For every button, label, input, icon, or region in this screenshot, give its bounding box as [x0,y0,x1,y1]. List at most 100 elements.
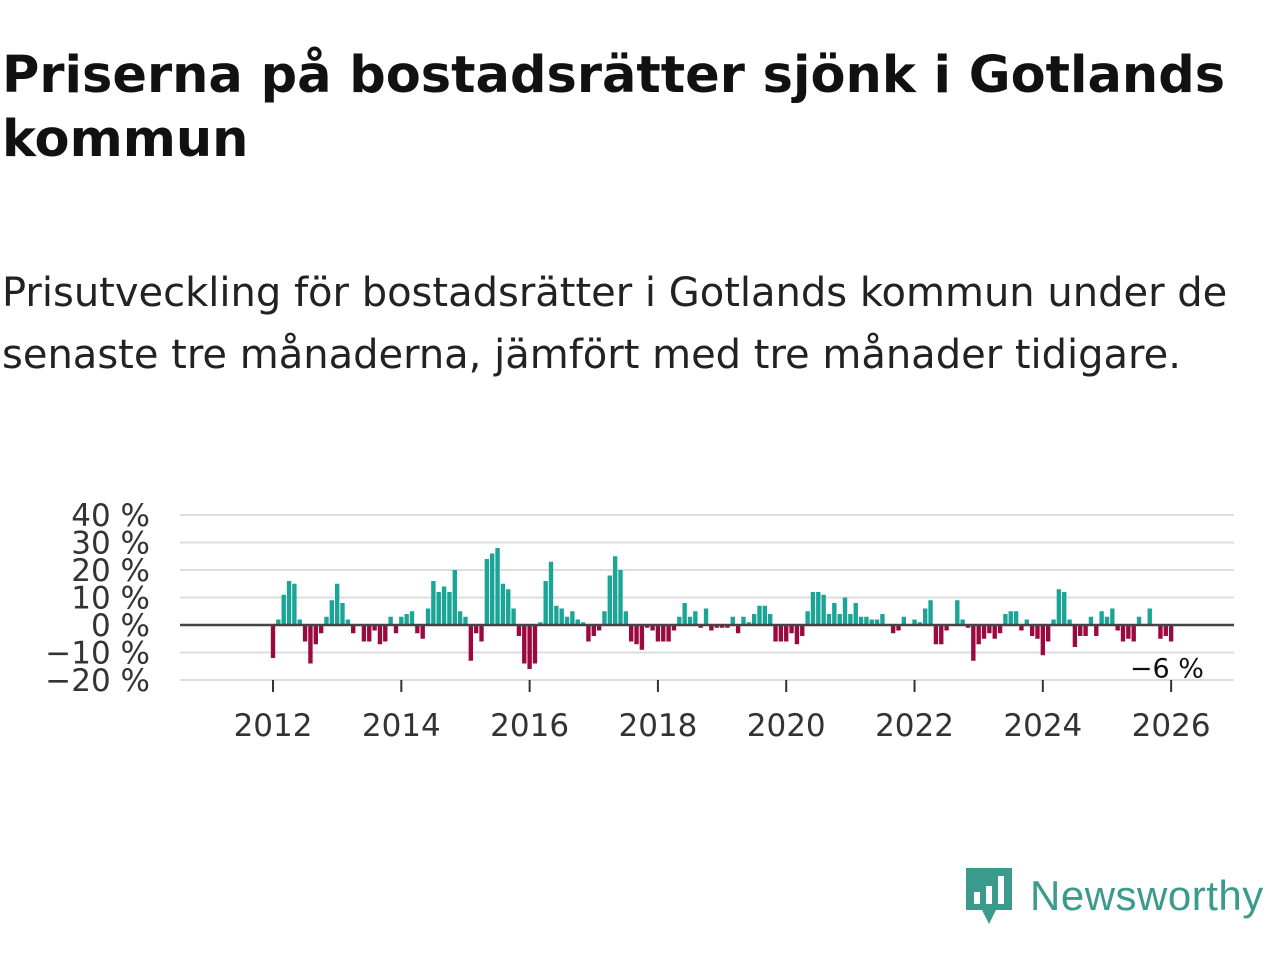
bar [987,625,992,634]
bar [1013,611,1019,625]
y-tick-label: 30 % [71,526,150,562]
bar [463,616,468,625]
bar [372,625,377,631]
bar [1136,616,1142,625]
bar [607,575,612,625]
x-tick-label: 2016 [490,708,569,744]
bar [1072,625,1078,647]
bar [923,608,928,625]
bar [762,605,768,625]
bar [810,592,816,625]
bar [591,625,596,636]
bar [746,622,751,625]
bar [318,625,324,634]
bar [1056,589,1062,625]
bar [1051,619,1056,625]
bar [976,625,981,645]
bar [623,611,629,625]
bar [661,625,666,642]
bar [1067,619,1072,625]
bar [479,625,484,642]
bar [506,589,511,625]
bar [308,625,313,664]
bar [602,611,607,625]
bar [1126,625,1131,639]
bar [548,561,554,625]
bar [596,625,602,631]
bar [800,625,805,636]
bar [965,625,971,628]
bar [848,614,853,625]
bar [302,625,308,642]
bar [1131,625,1136,642]
bar [511,608,516,625]
bar [490,553,495,625]
bar [409,611,415,625]
bar [564,616,570,625]
bar [971,625,976,661]
bars [270,548,1174,669]
x-tick-label: 2020 [747,708,826,744]
bar [516,625,522,636]
bar [955,600,960,625]
bar [981,625,987,639]
bar [912,619,917,625]
bar [933,625,939,645]
bar [377,625,383,645]
bar [468,625,474,661]
x-tick-label: 2022 [875,708,954,744]
bar [1003,614,1008,625]
bar [778,625,784,642]
newsworthy-logo-icon [966,868,1012,924]
bar [1078,625,1083,636]
bar [431,581,436,625]
bar [864,616,869,625]
bar [473,625,479,634]
bar [917,622,923,625]
bar [805,611,810,625]
bar [404,614,409,625]
bar [447,592,452,625]
bar [457,611,463,625]
bar [1163,625,1168,636]
y-axis: 40 %30 %20 %10 %0 %−10 %−20 % [45,498,150,699]
bar [768,614,773,625]
bar [1115,625,1120,631]
bar [334,583,340,625]
bar [1147,608,1152,625]
bar [794,625,800,645]
bar [1019,625,1024,631]
y-tick-label: 40 % [71,498,150,534]
bar [901,616,907,625]
bar [297,619,302,625]
bar [452,570,457,625]
bar [896,625,901,631]
bar [634,625,639,645]
bar [960,619,965,625]
bar [575,619,580,625]
bar [1035,625,1040,639]
x-tick-label: 2024 [1003,708,1082,744]
bar [682,603,687,625]
bar [361,625,367,642]
bar [719,625,725,628]
bar [853,603,858,625]
bar [709,625,714,631]
bar [832,603,837,625]
bar [842,597,848,625]
bar [773,625,778,642]
bar [538,622,543,625]
bar [281,594,286,625]
y-tick-label: 0 % [91,608,150,644]
bar [388,616,393,625]
brand-name: Newsworthy [1030,872,1264,919]
bar [532,625,538,664]
bar [677,616,682,625]
bar [698,625,703,628]
bar [1120,625,1126,642]
bar [276,619,281,625]
bar [351,625,356,634]
bar [340,603,345,625]
bar [997,625,1003,634]
bar [345,619,351,625]
